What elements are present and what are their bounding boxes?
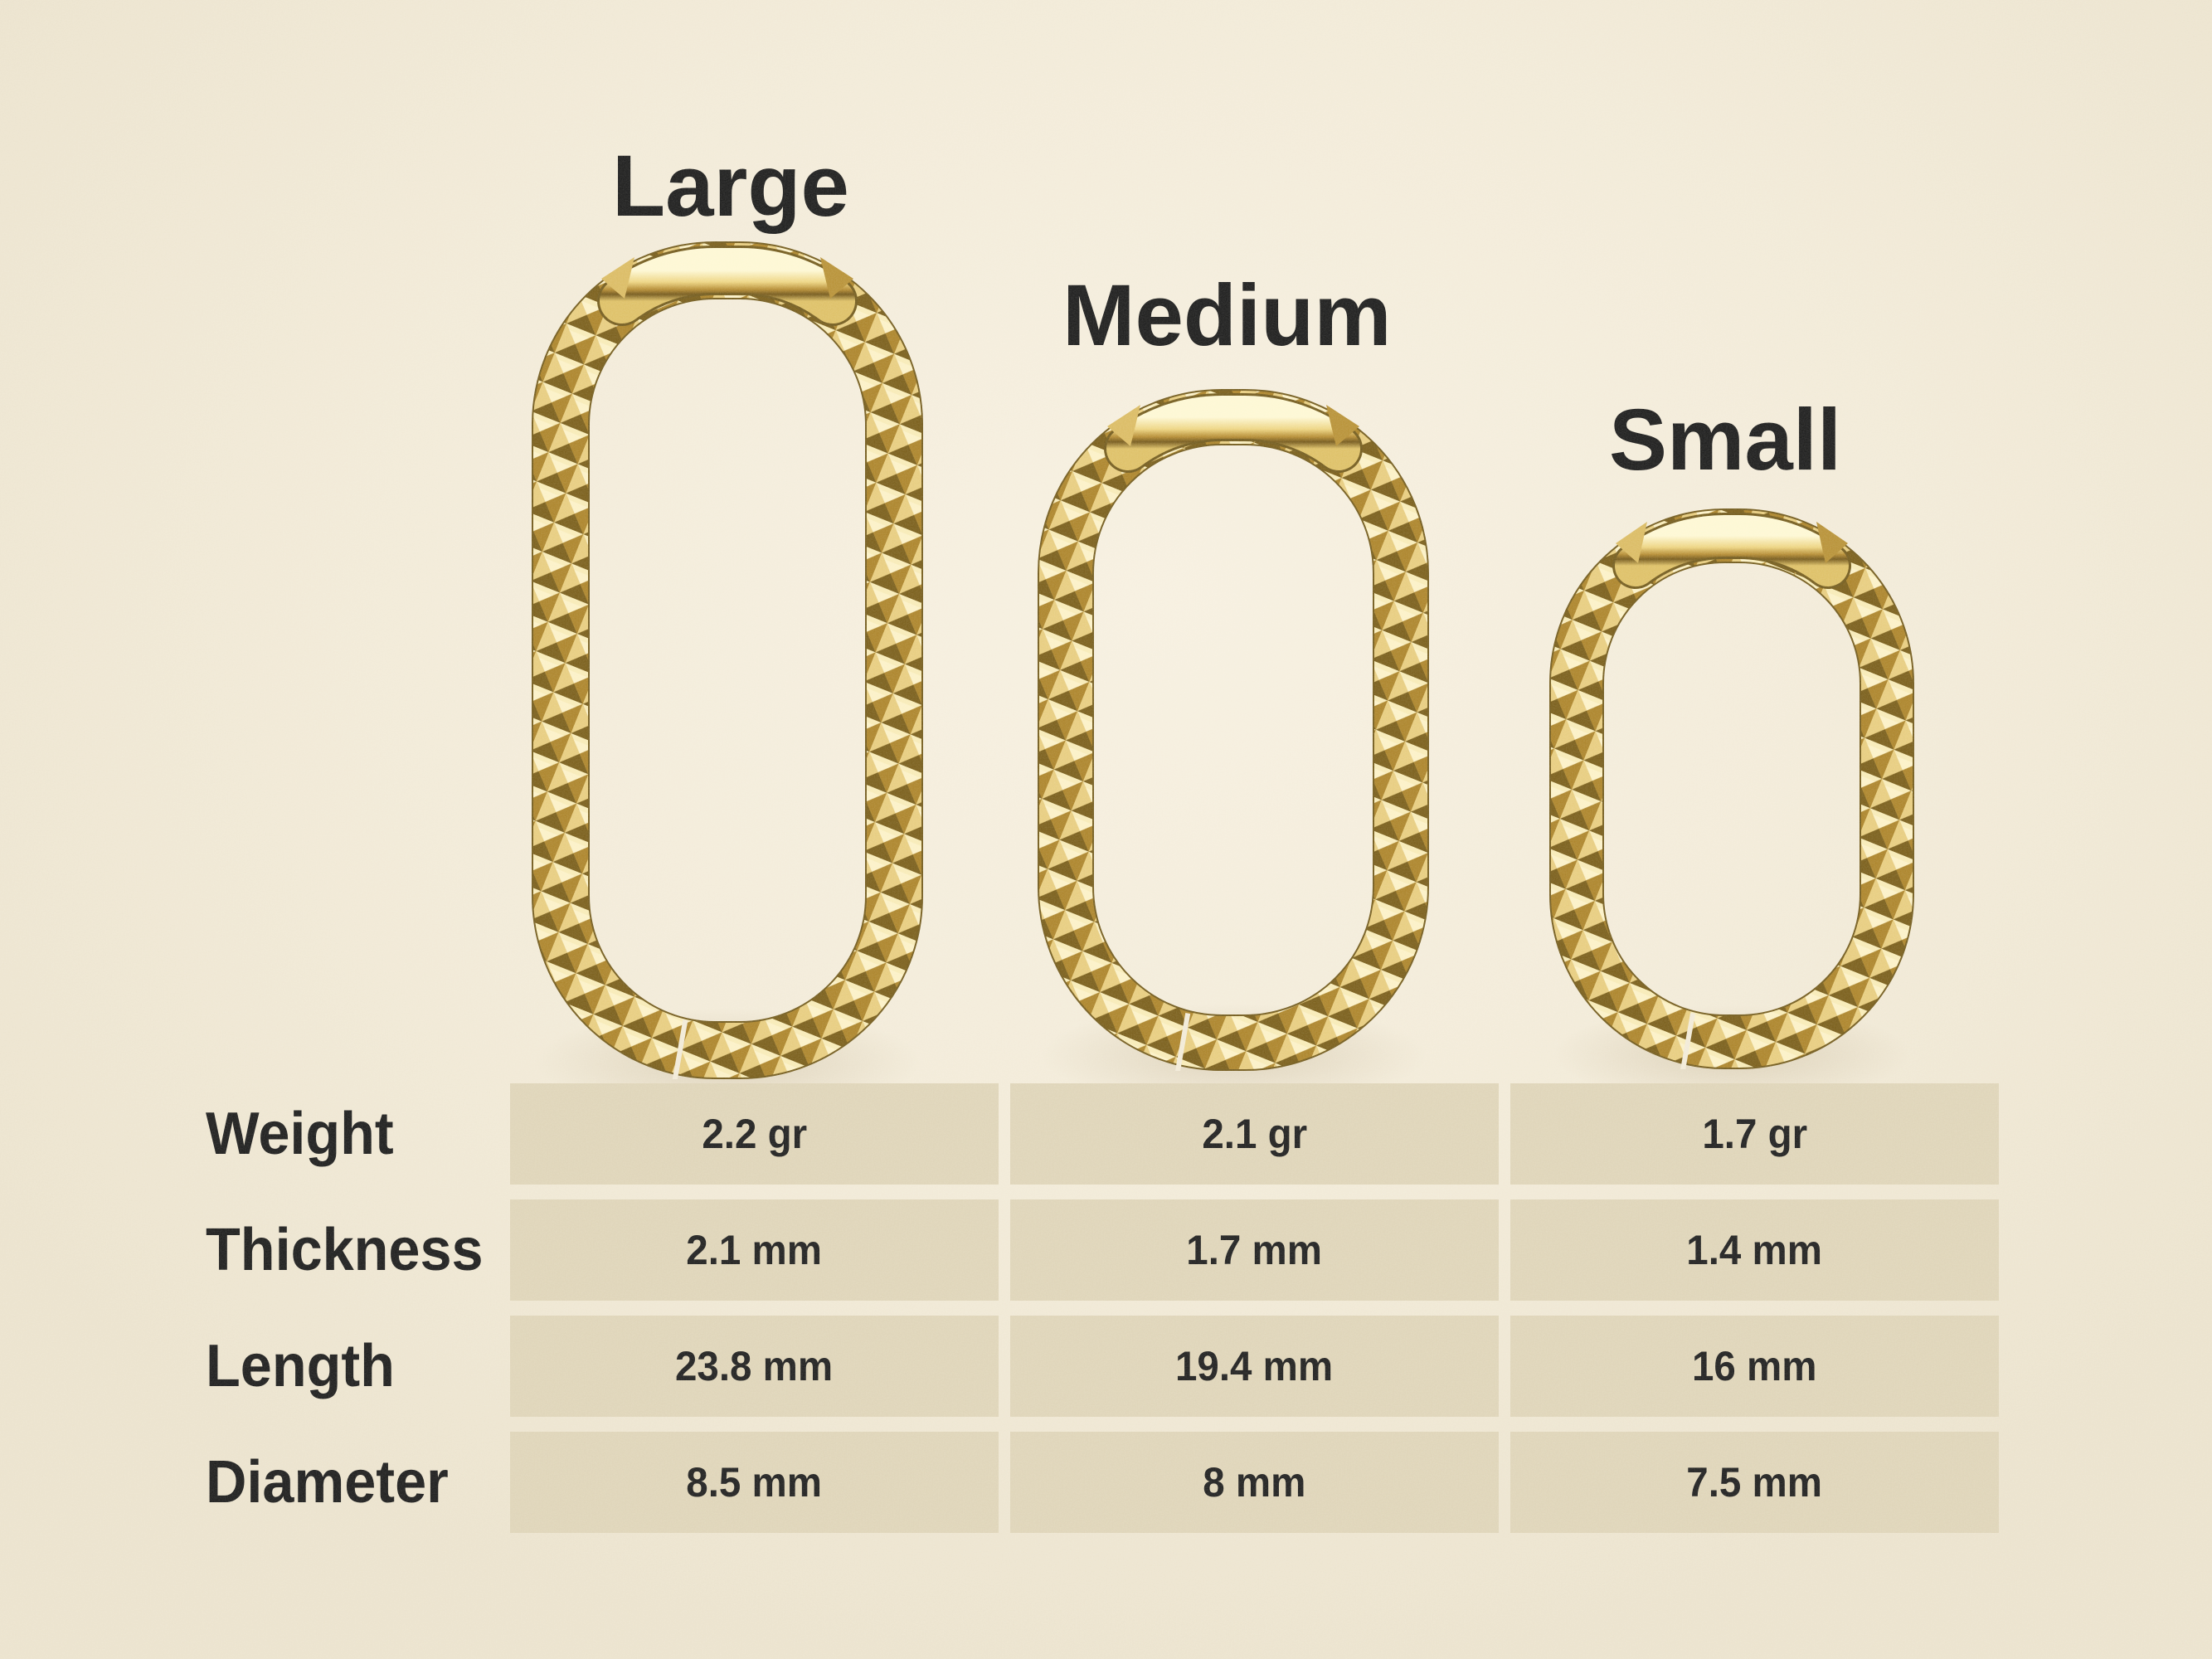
spec-cell-length-large: 23.8 mm bbox=[510, 1316, 999, 1417]
row-label-thickness: Thickness bbox=[206, 1217, 484, 1283]
spec-cell-thickness-large: 2.1 mm bbox=[510, 1199, 999, 1301]
spec-cell-weight-small: 1.7 gr bbox=[1510, 1083, 1999, 1185]
spec-cell-weight-large: 2.2 gr bbox=[510, 1083, 999, 1185]
size-title-large: Large bbox=[612, 138, 849, 235]
spec-cell-diameter-medium: 8 mm bbox=[1010, 1432, 1499, 1533]
spec-cell-length-small: 16 mm bbox=[1510, 1316, 1999, 1417]
spec-cell-thickness-small: 1.4 mm bbox=[1510, 1199, 1999, 1301]
size-title-small: Small bbox=[1609, 392, 1842, 489]
spec-cell-diameter-small: 7.5 mm bbox=[1510, 1432, 1999, 1533]
row-label-diameter: Diameter bbox=[206, 1449, 449, 1515]
spec-cell-length-medium: 19.4 mm bbox=[1010, 1316, 1499, 1417]
row-label-length: Length bbox=[206, 1333, 395, 1399]
size-title-medium: Medium bbox=[1062, 267, 1392, 364]
spec-cell-diameter-large: 8.5 mm bbox=[510, 1432, 999, 1533]
spec-cell-weight-medium: 2.1 gr bbox=[1010, 1083, 1499, 1185]
spec-cell-thickness-medium: 1.7 mm bbox=[1010, 1199, 1499, 1301]
row-label-weight: Weight bbox=[206, 1101, 394, 1167]
